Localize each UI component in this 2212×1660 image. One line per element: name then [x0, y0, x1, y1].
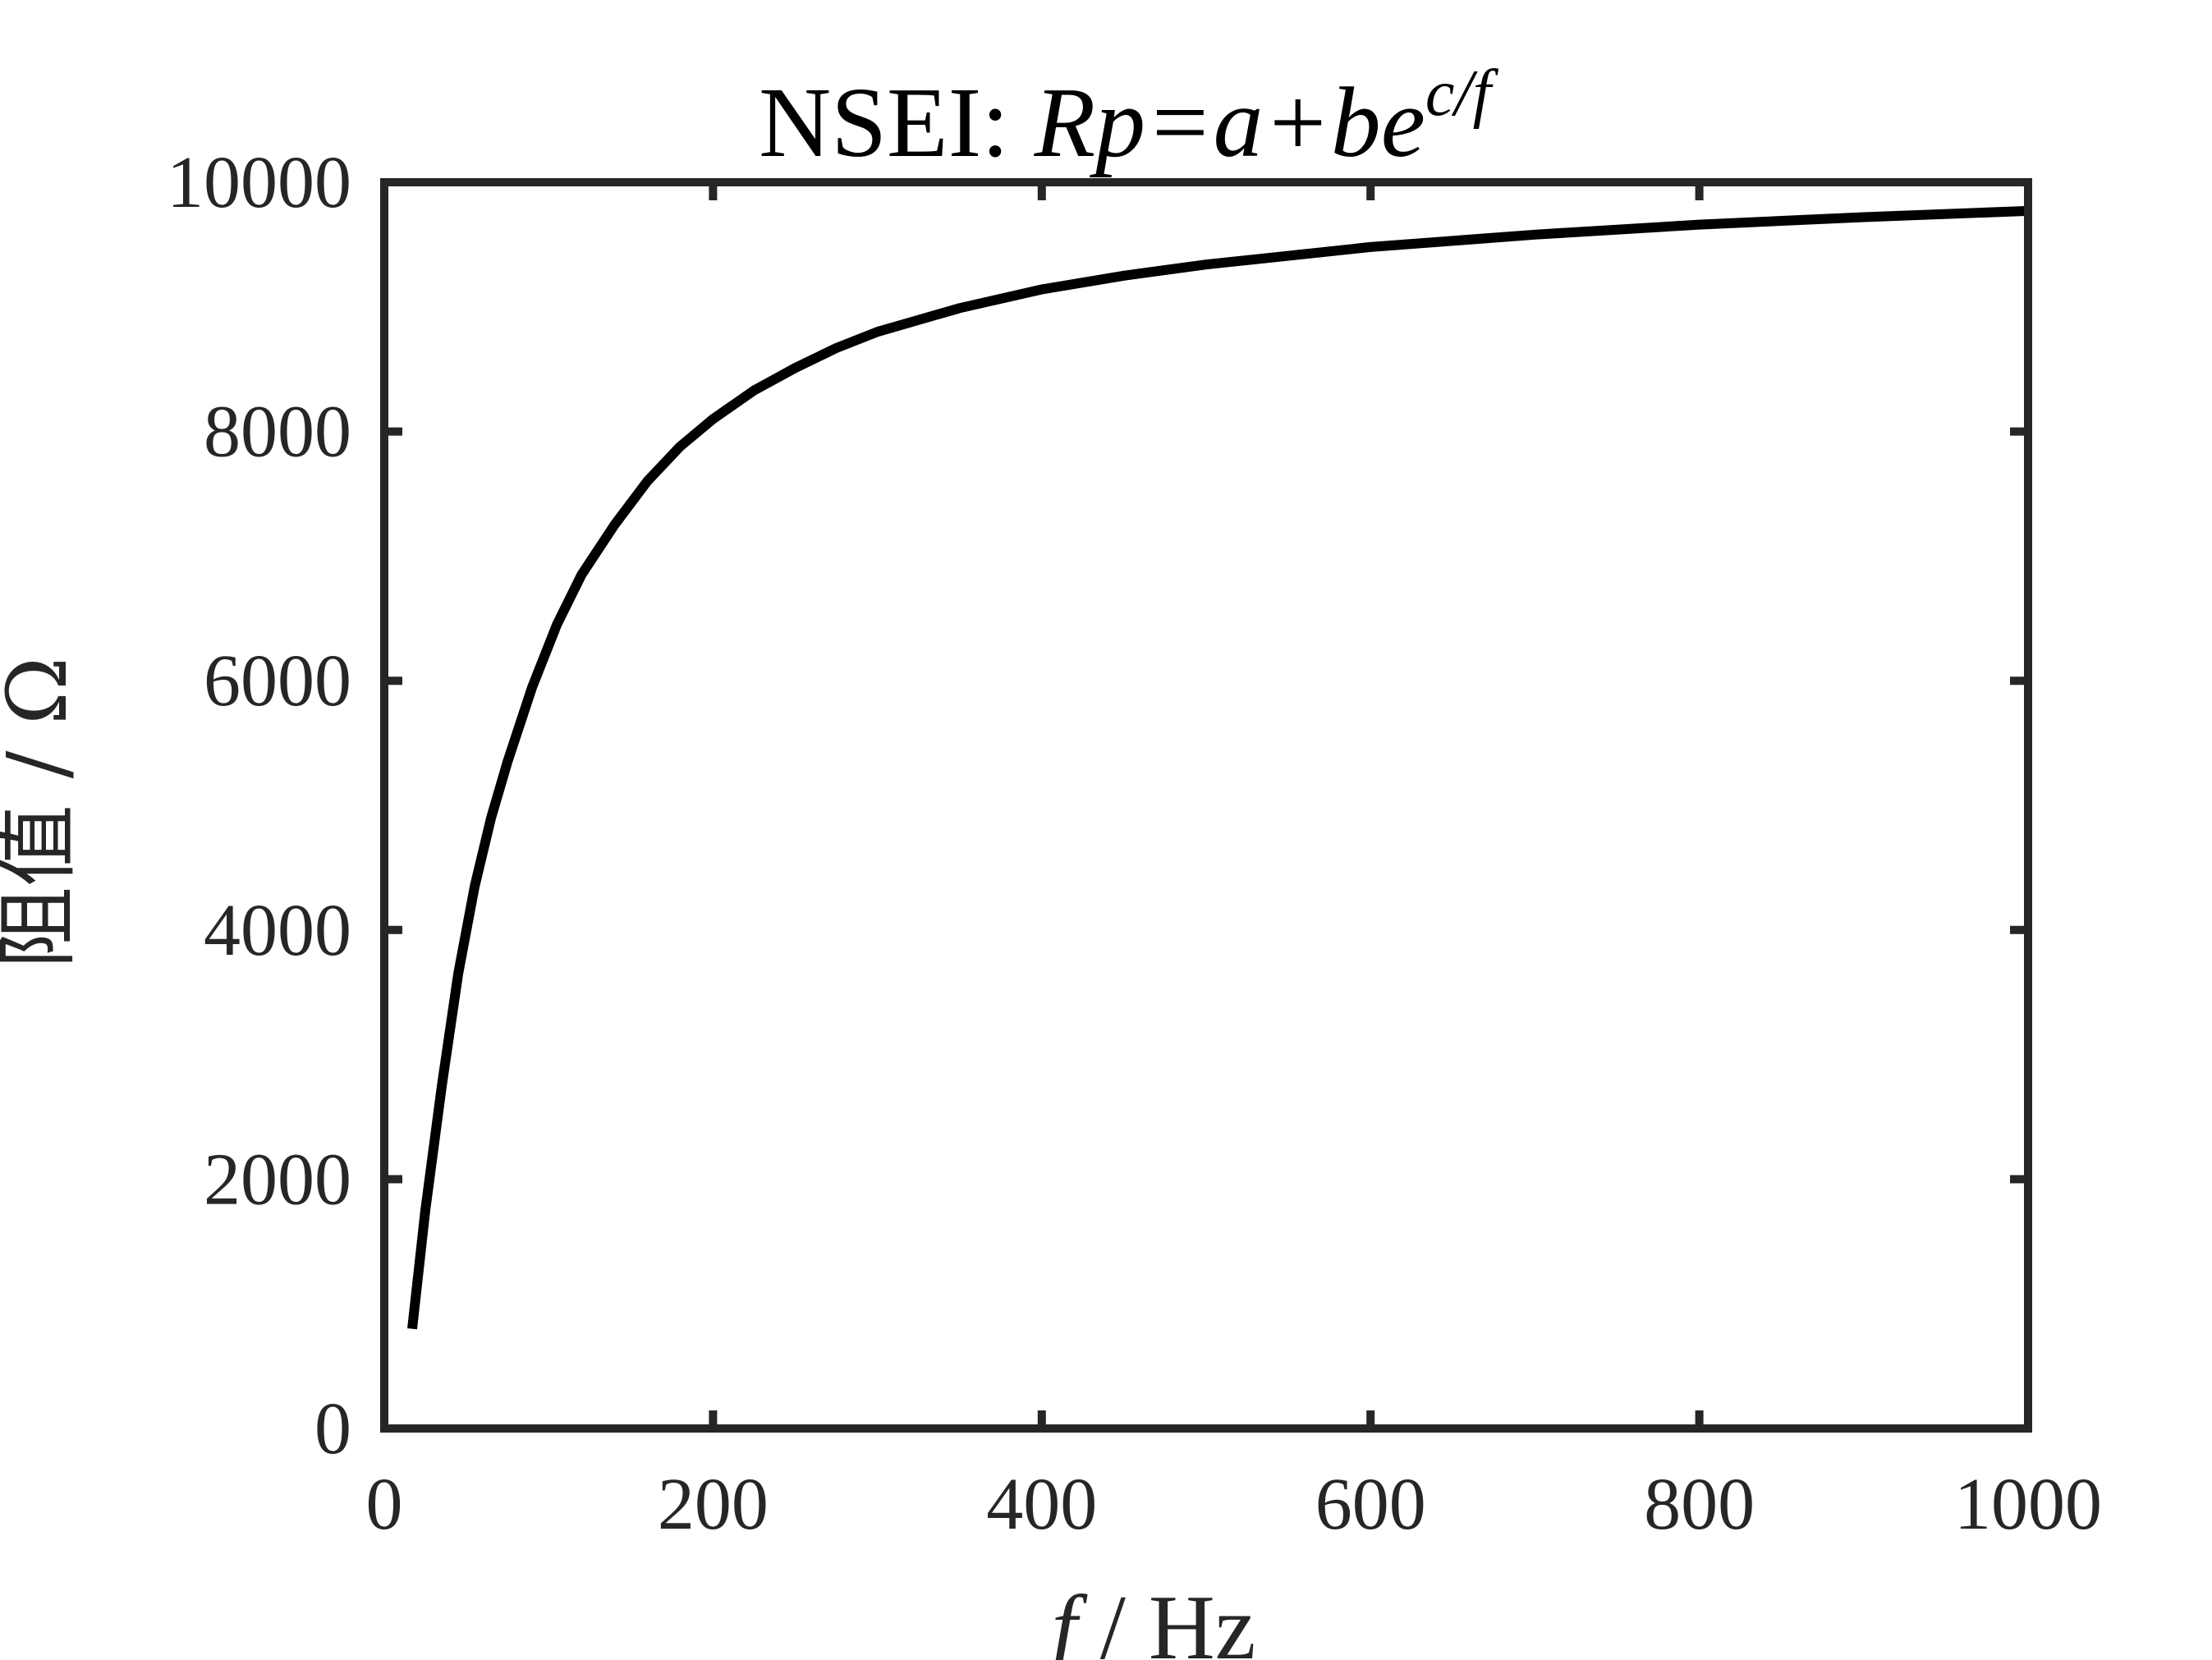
- y-tick-label: 10000: [167, 142, 351, 223]
- y-tick-label: 6000: [204, 640, 351, 722]
- x-tick-label: 0: [366, 1464, 403, 1545]
- title-exponent: c/f: [1425, 57, 1499, 130]
- x-tick-label: 200: [658, 1464, 769, 1545]
- x-axis-unit: / Hz: [1077, 1577, 1256, 1660]
- x-tick-label: 1000: [1954, 1464, 2102, 1545]
- y-tick-labels: 0 2000 4000 6000 8000 10000: [167, 142, 351, 1470]
- x-tick-label: 400: [986, 1464, 1097, 1545]
- y-tick-label: 8000: [204, 392, 351, 473]
- x-tick-labels: 0 200 400 600 800 1000: [366, 1464, 2103, 1545]
- chart-title: NSEI: Rp=a+bec/f: [759, 57, 1499, 178]
- y-tick-label: 4000: [204, 890, 351, 971]
- y-axis-label: 阻值 / Ω: [0, 657, 85, 969]
- plot-layer: [407, 205, 2029, 1330]
- title-prefix: NSEI:: [759, 67, 1035, 178]
- y-tick-label: 0: [314, 1388, 351, 1470]
- series-line: [407, 205, 2029, 1330]
- ticks-layer: [380, 178, 2032, 1433]
- x-tick-label: 800: [1644, 1464, 1755, 1545]
- y-tick-label: 2000: [204, 1139, 351, 1220]
- title-formula: Rp=a+be: [1034, 67, 1425, 178]
- x-axis-label: f / Hz: [1052, 1577, 1256, 1660]
- x-tick-label: 600: [1315, 1464, 1426, 1545]
- plot-frame: [380, 178, 2032, 1433]
